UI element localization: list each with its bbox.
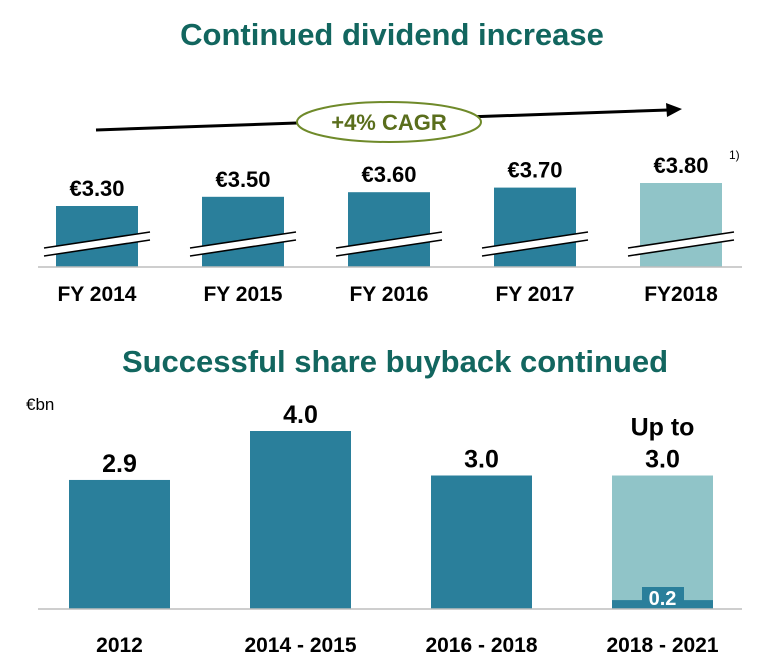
axis-break-line — [627, 231, 735, 249]
axis-break-gap — [44, 232, 150, 256]
axis-break-line — [481, 239, 589, 257]
buyback-chart-title: Successful share buyback continued — [122, 344, 668, 379]
dividend-bar — [202, 196, 284, 267]
dividend-value-label: €3.30 — [69, 176, 124, 201]
axis-break-gap — [190, 232, 296, 256]
dividend-bars: €3.30 €3.50 €3.60 €3.70 €3.80 1) — [43, 148, 740, 267]
axis-break-gap — [336, 232, 442, 256]
executed-value-label: 0.2 — [649, 588, 677, 610]
axis-break-line — [335, 231, 443, 249]
axis-break-line — [43, 231, 151, 249]
axis-break-line — [627, 239, 735, 257]
buyback-prefix-label: Up to — [631, 414, 695, 442]
axis-break-line — [189, 239, 297, 257]
dividend-category-label: FY 2014 — [57, 283, 136, 306]
axis-break-gap — [482, 232, 588, 256]
buyback-category-label: 2018 - 2021 — [606, 634, 718, 657]
dividend-bar — [494, 187, 576, 267]
buyback-value-label: 4.0 — [283, 401, 318, 429]
buyback-categories: 2012 2014 - 2015 2016 - 2018 2018 - 2021 — [96, 634, 719, 657]
dividend-bar — [640, 183, 722, 267]
dividend-value-label: €3.80 — [653, 153, 708, 178]
dividend-value-label: €3.70 — [507, 158, 562, 183]
dividend-category-label: FY 2017 — [495, 283, 574, 306]
dividend-bar — [348, 192, 430, 267]
buyback-category-label: 2016 - 2018 — [425, 634, 537, 657]
buyback-category-label: 2012 — [96, 634, 143, 657]
buyback-bars: 2.9 4.0 3.0 0.2 Up to 3.0 — [69, 401, 713, 610]
buyback-unit-label: €bn — [26, 395, 54, 414]
dividend-chart-title: Continued dividend increase — [180, 17, 604, 52]
buyback-value-label: 3.0 — [645, 446, 680, 474]
axis-break-line — [335, 239, 443, 257]
buyback-value-label: 2.9 — [102, 450, 137, 478]
dividend-categories: FY 2014 FY 2015 FY 2016 FY 2017 FY2018 — [57, 283, 718, 306]
buyback-bar — [612, 475, 713, 609]
dividend-category-label: FY 2015 — [203, 283, 282, 306]
buyback-value-label: 3.0 — [464, 446, 499, 474]
axis-break-gap — [628, 232, 734, 256]
dividend-category-label: FY2018 — [644, 283, 718, 306]
cagr-label: +4% CAGR — [331, 110, 447, 135]
dividend-value-label: €3.60 — [361, 162, 416, 187]
axis-break-line — [189, 231, 297, 249]
footnote-marker: 1) — [729, 148, 740, 162]
dividend-category-label: FY 2016 — [349, 283, 428, 306]
buyback-bar — [69, 479, 170, 609]
cagr-badge: +4% CAGR — [296, 101, 482, 143]
buyback-bar — [250, 431, 351, 609]
executed-value-box — [642, 587, 684, 609]
buyback-category-label: 2014 - 2015 — [244, 634, 356, 657]
buyback-bar — [431, 475, 532, 609]
axis-break-line — [481, 231, 589, 249]
dividend-value-label: €3.50 — [215, 167, 270, 192]
axis-break-line — [43, 239, 151, 257]
